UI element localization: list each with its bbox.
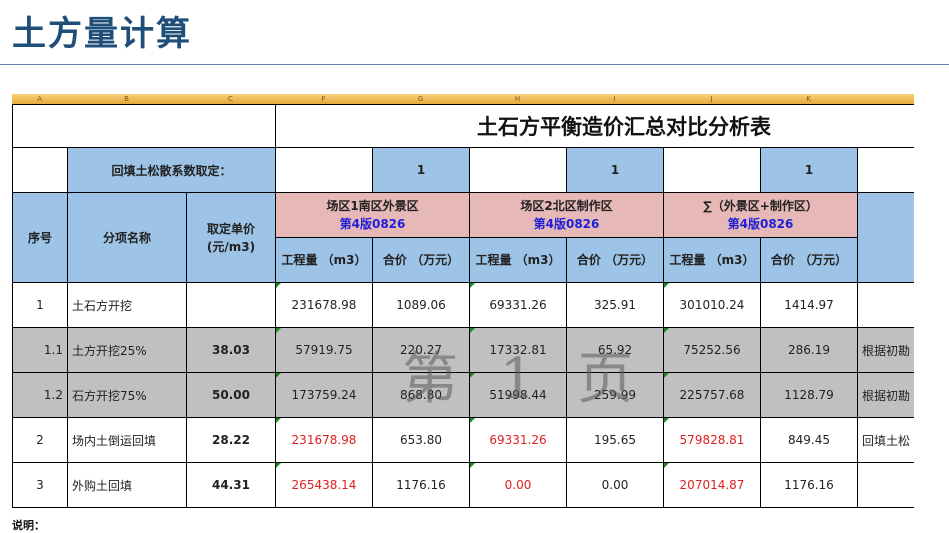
qty-cell[interactable]: 17332.81 (469, 327, 567, 373)
table-row: 2 场内土倒运回填 28.22 231678.98 653.80 69331.26 195.… (12, 417, 914, 463)
slide-title: 土方量计算 (12, 14, 192, 54)
coef-value-2[interactable]: 1 (566, 147, 664, 193)
title-blank-cell (12, 104, 276, 148)
header-unit-price: 取定单价 (元/m3) (186, 192, 276, 283)
coef-gap-cell (275, 147, 373, 193)
total-cell[interactable]: 220.27 (372, 327, 470, 373)
qty-cell[interactable]: 231678.98 (275, 417, 373, 463)
group-name: 场区2北区制作区 (520, 199, 613, 213)
total-cell[interactable]: 325.91 (566, 282, 664, 328)
note-cell[interactable] (856, 282, 914, 328)
qty-cell[interactable]: 225757.68 (663, 372, 761, 418)
spreadsheet: A B C F G H I J K 土石方平衡造价汇总对比分析表 回填土松散系数取定： 1 1 … (12, 94, 914, 523)
unit-price-cell[interactable]: 38.03 (186, 327, 276, 373)
header-item: 分项名称 (67, 192, 187, 283)
note-cell[interactable]: 回填土松 (856, 417, 914, 463)
column-letter[interactable]: C (228, 95, 233, 103)
unit-price-cell[interactable]: 50.00 (186, 372, 276, 418)
coef-blank-cell (12, 147, 68, 193)
column-letter[interactable]: G (417, 95, 424, 103)
note-cell[interactable]: 根据初勘 (856, 327, 914, 373)
total-cell[interactable]: 1414.97 (760, 282, 858, 328)
total-cell[interactable]: 195.65 (566, 417, 664, 463)
total-cell[interactable]: 1176.16 (372, 462, 470, 508)
header-group-2: 场区2北区制作区 第4版0826 (469, 192, 664, 238)
total-cell[interactable]: 65.92 (566, 327, 664, 373)
qty-cell[interactable]: 0.00 (469, 462, 567, 508)
qty-cell[interactable]: 75252.56 (663, 327, 761, 373)
table-row: 1.1 土方开挖25% 38.03 57919.75 220.27 17332.81 65.… (12, 327, 914, 373)
coef-label: 回填土松散系数取定： (67, 147, 276, 193)
group-version: 第4版0826 (339, 217, 406, 231)
group-version: 第4版0826 (727, 217, 794, 231)
seq-cell[interactable]: 3 (12, 462, 68, 508)
qty-cell[interactable]: 265438.14 (275, 462, 373, 508)
item-name-cell[interactable]: 土方开挖25% (67, 327, 187, 373)
note-cell[interactable]: 根据初勘 (856, 372, 914, 418)
group-name: ∑（外景区+制作区） (703, 199, 818, 213)
coef-value-1[interactable]: 1 (372, 147, 470, 193)
coef-gap-cell (469, 147, 567, 193)
item-name-cell[interactable]: 石方开挖75% (67, 372, 187, 418)
unit-price-cell[interactable]: 28.22 (186, 417, 276, 463)
header-group-3: ∑（外景区+制作区） 第4版0826 (663, 192, 858, 238)
qty-cell[interactable]: 207014.87 (663, 462, 761, 508)
header-group-1: 场区1南区外景区 第4版0826 (275, 192, 470, 238)
seq-cell[interactable]: 1.1 (12, 327, 68, 373)
qty-cell[interactable]: 301010.24 (663, 282, 761, 328)
column-letter[interactable]: K (806, 95, 811, 103)
qty-cell[interactable]: 57919.75 (275, 327, 373, 373)
title-divider (0, 64, 949, 65)
qty-cell[interactable]: 231678.98 (275, 282, 373, 328)
group-name: 场区1南区外景区 (326, 199, 419, 213)
header-qty: 工程量 （m3） (469, 237, 567, 283)
total-cell[interactable]: 286.19 (760, 327, 858, 373)
note-label: 说明： (12, 519, 45, 532)
total-cell[interactable]: 1089.06 (372, 282, 470, 328)
qty-cell[interactable]: 51998.44 (469, 372, 567, 418)
header-seq: 序号 (12, 192, 68, 283)
column-letter[interactable]: A (37, 95, 42, 103)
coef-gap-cell (663, 147, 761, 193)
column-letter[interactable]: J (710, 95, 713, 103)
item-name-cell[interactable]: 土石方开挖 (67, 282, 187, 328)
cost-table: 土石方平衡造价汇总对比分析表 回填土松散系数取定： 1 1 1 序号 分项名称 … (12, 104, 914, 508)
seq-cell[interactable]: 2 (12, 417, 68, 463)
table-row: 1.2 石方开挖75% 50.00 173759.24 868.80 51998.44 25… (12, 372, 914, 418)
header-total: 合价 （万元） (372, 237, 470, 283)
header-total: 合价 （万元） (760, 237, 858, 283)
qty-cell[interactable]: 69331.26 (469, 417, 567, 463)
column-letter[interactable]: B (124, 95, 129, 103)
qty-cell[interactable]: 69331.26 (469, 282, 567, 328)
header-note (856, 192, 914, 283)
seq-cell[interactable]: 1.2 (12, 372, 68, 418)
total-cell[interactable]: 653.80 (372, 417, 470, 463)
total-cell[interactable]: 868.80 (372, 372, 470, 418)
total-cell[interactable]: 259.99 (566, 372, 664, 418)
group-version: 第4版0826 (533, 217, 600, 231)
seq-cell[interactable]: 1 (12, 282, 68, 328)
note-cell[interactable] (856, 462, 914, 508)
total-cell[interactable]: 1128.79 (760, 372, 858, 418)
sheet-title: 土石方平衡造价汇总对比分析表 (274, 104, 914, 148)
qty-cell[interactable]: 173759.24 (275, 372, 373, 418)
header-total: 合价 （万元） (566, 237, 664, 283)
total-cell[interactable]: 849.45 (760, 417, 858, 463)
item-name-cell[interactable]: 外购土回填 (67, 462, 187, 508)
coef-gap-cell (856, 147, 914, 193)
column-letter[interactable]: F (321, 95, 326, 103)
header-qty: 工程量 （m3） (275, 237, 373, 283)
total-cell[interactable]: 1176.16 (760, 462, 858, 508)
qty-cell[interactable]: 579828.81 (663, 417, 761, 463)
column-letter[interactable]: H (514, 95, 521, 103)
total-cell[interactable]: 0.00 (566, 462, 664, 508)
table-row: 1 土石方开挖 231678.98 1089.06 69331.26 325.91 3010… (12, 282, 914, 328)
unit-price-cell[interactable]: 44.31 (186, 462, 276, 508)
column-letter[interactable]: I (613, 95, 616, 103)
coef-value-3[interactable]: 1 (760, 147, 858, 193)
item-name-cell[interactable]: 场内土倒运回填 (67, 417, 187, 463)
unit-price-cell[interactable] (186, 282, 276, 328)
header-qty: 工程量 （m3） (663, 237, 761, 283)
table-row: 3 外购土回填 44.31 265438.14 1176.16 0.00 0.00 20701… (12, 462, 914, 508)
